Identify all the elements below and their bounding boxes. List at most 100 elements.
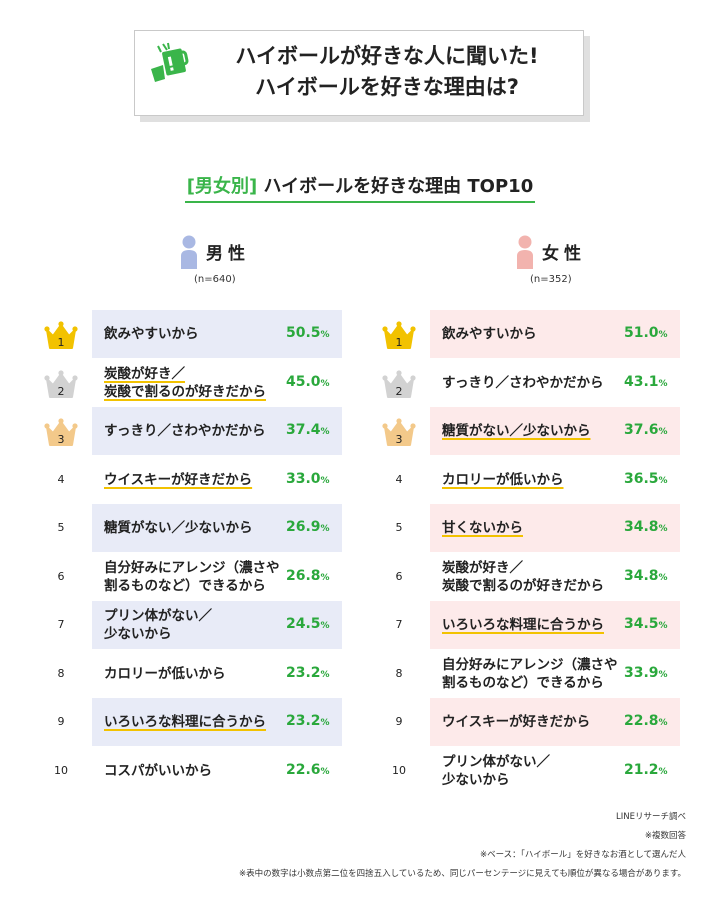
row-background (92, 310, 342, 358)
male-header: 男性 (n=640) (180, 233, 300, 293)
rank-number: 10 (54, 763, 68, 777)
reason-cell: 自分好みにアレンジ（濃さや 割るものなど）できるから (104, 553, 284, 601)
reason-cell: 炭酸が好き／ 炭酸で割るのが好きだから (104, 359, 284, 407)
percent-number: 34.8 (624, 519, 659, 535)
percent-number: 34.5 (624, 616, 659, 632)
title-line-2: ハイボールを好きな理由は? (255, 75, 519, 99)
base-note: ※ベース：「ハイボール」を好きなお酒として選んだ人 (479, 850, 686, 860)
rank-number: 1 (395, 336, 403, 349)
rank-number: 10 (392, 763, 406, 777)
table-row: 10 コスパがいいから 22.6% (34, 747, 364, 795)
percent-value: 45.0% (286, 374, 366, 390)
percent-value: 26.9% (286, 519, 366, 535)
percent-value: 24.5% (286, 616, 366, 632)
gold-crown-icon: 1 (382, 320, 416, 350)
percent-unit: % (658, 572, 668, 583)
percent-unit: % (658, 524, 668, 534)
reason-label: 甘くないから (442, 520, 523, 536)
source-note: LINEリサーチ調べ (616, 812, 686, 822)
table-row: 6 自分好みにアレンジ（濃さや 割るものなど）できるから 26.8% (34, 553, 364, 601)
rank-number: 8 (395, 666, 403, 680)
percent-value: 43.1% (624, 374, 704, 390)
subtitle-bracket: [男女別] (186, 176, 258, 197)
percent-value: 23.2% (286, 665, 366, 681)
table-row: 7 いろいろな料理に合うから 34.5% (372, 601, 702, 649)
percent-number: 43.1 (624, 373, 659, 390)
rank-number: 5 (57, 521, 65, 534)
percent-value: 51.0% (624, 325, 704, 341)
reason-label: 飲みやすいから (104, 326, 199, 342)
rank-number: 3 (395, 433, 403, 446)
reason-label: プリン体がない／ 少ないから (104, 608, 212, 642)
reason-label: カロリーが低いから (104, 665, 226, 682)
rank-number: 9 (57, 715, 65, 728)
percent-number: 50.5 (286, 325, 321, 341)
percent-value: 37.6% (624, 422, 704, 438)
table-row: 1 飲みやすいから 50.5% (34, 310, 364, 358)
bronze-crown-icon: 3 (382, 417, 416, 447)
table-row: 2 炭酸が好き／ 炭酸で割るのが好きだから 45.0% (34, 359, 364, 407)
silver-crown-icon: 2 (382, 369, 416, 399)
percent-number: 34.8 (624, 567, 659, 584)
percent-number: 22.6 (286, 761, 321, 778)
reason-label: カロリーが低いから (442, 471, 564, 488)
percent-unit: % (320, 766, 330, 777)
table-row: 9 いろいろな料理に合うから 23.2% (34, 698, 364, 746)
male-sample-size: (n=640) (194, 274, 236, 285)
reason-label: ウイスキーが好きだから (104, 471, 253, 488)
rank-number: 4 (395, 472, 403, 486)
table-row: 9 ウイスキーが好きだから 22.8% (372, 698, 702, 746)
reason-label: 糖質がない／少ないから (104, 520, 253, 536)
title-line-1: ハイボールが好きな人に聞いた! (235, 44, 539, 68)
table-row: 6 炭酸が好き／ 炭酸で割るのが好きだから 34.8% (372, 553, 702, 601)
percent-number: 33.0 (286, 470, 321, 487)
reason-label: 自分好みにアレンジ（濃さや 割るものなど）できるから (442, 656, 618, 691)
percent-value: 23.2% (286, 713, 366, 729)
multiple-answer-note: ※複数回答 (644, 831, 686, 841)
row-background (92, 601, 342, 649)
percent-unit: % (658, 427, 668, 437)
percent-unit: % (658, 475, 668, 486)
male-label: 男性 (206, 244, 250, 264)
table-row: 5 甘くないから 34.8% (372, 504, 702, 552)
male-person-icon (181, 235, 197, 269)
percent-unit: % (658, 621, 668, 631)
reason-cell: すっきり／さわやかだから (104, 407, 284, 455)
table-row: 8 自分好みにアレンジ（濃さや 割るものなど）できるから 33.9% (372, 650, 702, 698)
percent-unit: % (658, 378, 668, 389)
reason-cell: カロリーが低いから (104, 650, 284, 698)
rounding-note: ※表中の数字は小数点第二位を四捨五入しているため、同じパーセンテージに見えても順… (238, 869, 686, 879)
percent-unit: % (320, 330, 330, 340)
subtitle-underline: [男女別] ハイボールを好きな理由 TOP10 (184, 172, 536, 203)
rank-number: 8 (57, 666, 65, 680)
reason-cell: いろいろな料理に合うから (104, 698, 284, 746)
percent-unit: % (320, 572, 330, 583)
table-row: 4 ウイスキーが好きだから 33.0% (34, 456, 364, 504)
row-background (430, 407, 680, 455)
percent-unit: % (320, 524, 330, 534)
table-row: 7 プリン体がない／ 少ないから 24.5% (34, 601, 364, 649)
percent-value: 22.6% (286, 762, 366, 778)
row-background (430, 601, 680, 649)
female-sample-size: (n=352) (530, 274, 572, 285)
percent-unit: % (320, 475, 330, 486)
female-header: 女性 (n=352) (516, 233, 636, 293)
percent-value: 26.8% (286, 568, 366, 584)
row-background (92, 407, 342, 455)
percent-value: 33.9% (624, 665, 704, 681)
female-label: 女性 (542, 244, 586, 264)
row-background (92, 698, 342, 746)
reason-label: いろいろな料理に合うから (104, 714, 266, 730)
reason-cell: 飲みやすいから (442, 310, 622, 358)
chart-subtitle: [男女別] ハイボールを好きな理由 TOP10 (0, 172, 720, 203)
reason-label: 炭酸が好き／ 炭酸で割るのが好きだから (104, 365, 266, 400)
percent-number: 33.9 (624, 664, 659, 681)
percent-number: 23.2 (286, 664, 321, 681)
rank-number: 7 (395, 618, 403, 631)
percent-number: 26.9 (286, 519, 321, 535)
title-box: ハイボールが好きな人に聞いた! ハイボールを好きな理由は? (134, 30, 584, 116)
percent-value: 34.8% (624, 519, 704, 535)
percent-number: 36.5 (624, 470, 659, 487)
rank-number: 5 (395, 521, 403, 534)
reason-cell: コスパがいいから (104, 747, 284, 795)
